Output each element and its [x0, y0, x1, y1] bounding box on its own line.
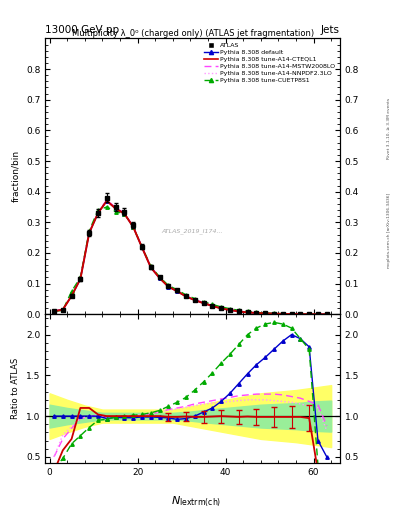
Text: Rivet 3.1.10, ≥ 3.3M events: Rivet 3.1.10, ≥ 3.3M events: [387, 97, 391, 159]
Text: ATLAS_2019_I174...: ATLAS_2019_I174...: [162, 229, 223, 234]
Y-axis label: Ratio to ATLAS: Ratio to ATLAS: [11, 358, 20, 419]
Text: 13000 GeV pp: 13000 GeV pp: [45, 25, 119, 35]
Legend: ATLAS, Pythia 8.308 default, Pythia 8.308 tune-A14-CTEQL1, Pythia 8.308 tune-A14: ATLAS, Pythia 8.308 default, Pythia 8.30…: [203, 41, 337, 84]
Text: Jets: Jets: [321, 25, 340, 35]
Y-axis label: fraction/bin: fraction/bin: [11, 150, 20, 202]
Text: $N_{\mathregular{lextrm(ch)}}$: $N_{\mathregular{lextrm(ch)}}$: [171, 495, 222, 509]
Title: Multiplicity λ_0⁰ (charged only) (ATLAS jet fragmentation): Multiplicity λ_0⁰ (charged only) (ATLAS …: [72, 29, 314, 37]
Text: mcplots.cern.ch [arXiv:1306.3436]: mcplots.cern.ch [arXiv:1306.3436]: [387, 193, 391, 268]
